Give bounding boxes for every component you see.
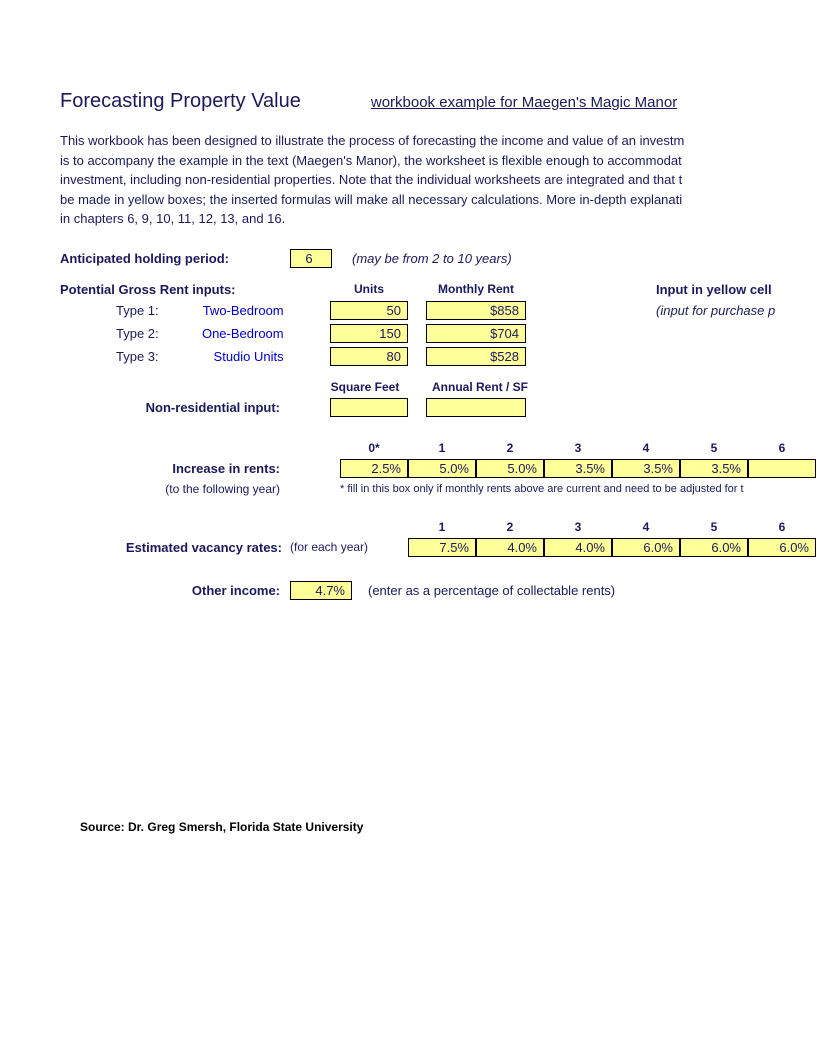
increase-sub: (to the following year) bbox=[60, 482, 290, 496]
type3-rent-input[interactable]: $528 bbox=[426, 347, 526, 366]
type3-units-input[interactable]: 80 bbox=[330, 347, 408, 366]
intro-line: in chapters 6, 9, 10, 11, 12, 13, and 16… bbox=[60, 209, 817, 229]
nonres-annual-input[interactable] bbox=[426, 398, 526, 417]
vac-hdr-5: 5 bbox=[680, 520, 748, 534]
inc-val-4[interactable]: 3.5% bbox=[612, 459, 680, 478]
sqft-header: Square Feet bbox=[320, 380, 410, 394]
intro-line: This workbook has been designed to illus… bbox=[60, 131, 817, 151]
type1-rent-input[interactable]: $858 bbox=[426, 301, 526, 320]
increase-label: Increase in rents: bbox=[60, 461, 290, 476]
type2-prefix: Type 2: bbox=[116, 326, 180, 341]
intro-line: is to accompany the example in the text … bbox=[60, 151, 817, 171]
vac-val-5[interactable]: 6.0% bbox=[680, 538, 748, 557]
vacancy-label: Estimated vacancy rates: bbox=[60, 540, 290, 555]
vac-hdr-3: 3 bbox=[544, 520, 612, 534]
vac-val-3[interactable]: 4.0% bbox=[544, 538, 612, 557]
page-title: Forecasting Property Value bbox=[60, 90, 301, 113]
inc-hdr-1: 1 bbox=[408, 441, 476, 455]
inc-hdr-2: 2 bbox=[476, 441, 544, 455]
monthly-rent-header: Monthly Rent bbox=[426, 282, 526, 296]
type2-name: One-Bedroom bbox=[184, 326, 284, 341]
type2-units-input[interactable]: 150 bbox=[330, 324, 408, 343]
inc-hdr-5: 5 bbox=[680, 441, 748, 455]
type2-rent-input[interactable]: $704 bbox=[426, 324, 526, 343]
gross-rent-label: Potential Gross Rent inputs: bbox=[60, 282, 290, 297]
other-income-input[interactable]: 4.7% bbox=[290, 581, 352, 600]
increase-footnote: * fill in this box only if monthly rents… bbox=[340, 483, 744, 495]
other-income-label: Other income: bbox=[60, 583, 290, 598]
inc-hdr-4: 4 bbox=[612, 441, 680, 455]
inc-hdr-6: 6 bbox=[748, 441, 816, 455]
page-subtitle: workbook example for Maegen's Magic Mano… bbox=[371, 94, 677, 111]
inc-val-0[interactable]: 2.5% bbox=[340, 459, 408, 478]
type3-name: Studio Units bbox=[184, 349, 284, 364]
type1-units-input[interactable]: 50 bbox=[330, 301, 408, 320]
source-line: Source: Dr. Greg Smersh, Florida State U… bbox=[80, 820, 817, 834]
vac-val-1[interactable]: 7.5% bbox=[408, 538, 476, 557]
type1-name: Two-Bedroom bbox=[184, 303, 284, 318]
inc-val-3[interactable]: 3.5% bbox=[544, 459, 612, 478]
vac-val-4[interactable]: 6.0% bbox=[612, 538, 680, 557]
holding-period-label: Anticipated holding period: bbox=[60, 251, 290, 266]
inc-val-5[interactable]: 3.5% bbox=[680, 459, 748, 478]
vac-hdr-2: 2 bbox=[476, 520, 544, 534]
holding-period-note: (may be from 2 to 10 years) bbox=[352, 251, 512, 266]
vac-val-2[interactable]: 4.0% bbox=[476, 538, 544, 557]
inc-val-6[interactable] bbox=[748, 459, 816, 478]
nonres-label: Non-residential input: bbox=[60, 400, 290, 415]
annual-rent-sf-header: Annual Rent / SF bbox=[420, 380, 540, 394]
vac-hdr-4: 4 bbox=[612, 520, 680, 534]
input-yellow-note: Input in yellow cell bbox=[656, 282, 772, 297]
vac-val-6[interactable]: 6.0% bbox=[748, 538, 816, 557]
vac-hdr-1: 1 bbox=[408, 520, 476, 534]
other-income-note: (enter as a percentage of collectable re… bbox=[368, 583, 615, 598]
units-header: Units bbox=[330, 282, 408, 296]
purchase-note: (input for purchase p bbox=[656, 303, 775, 318]
intro-paragraph: This workbook has been designed to illus… bbox=[60, 131, 817, 229]
holding-period-input[interactable]: 6 bbox=[290, 249, 332, 268]
inc-val-1[interactable]: 5.0% bbox=[408, 459, 476, 478]
inc-hdr-3: 3 bbox=[544, 441, 612, 455]
intro-line: be made in yellow boxes; the inserted fo… bbox=[60, 190, 817, 210]
inc-val-2[interactable]: 5.0% bbox=[476, 459, 544, 478]
type1-prefix: Type 1: bbox=[116, 303, 180, 318]
vacancy-sub: (for each year) bbox=[290, 540, 390, 554]
inc-hdr-0: 0* bbox=[340, 441, 408, 455]
intro-line: investment, including non-residential pr… bbox=[60, 170, 817, 190]
vac-hdr-6: 6 bbox=[748, 520, 816, 534]
type3-prefix: Type 3: bbox=[116, 349, 180, 364]
nonres-sqft-input[interactable] bbox=[330, 398, 408, 417]
